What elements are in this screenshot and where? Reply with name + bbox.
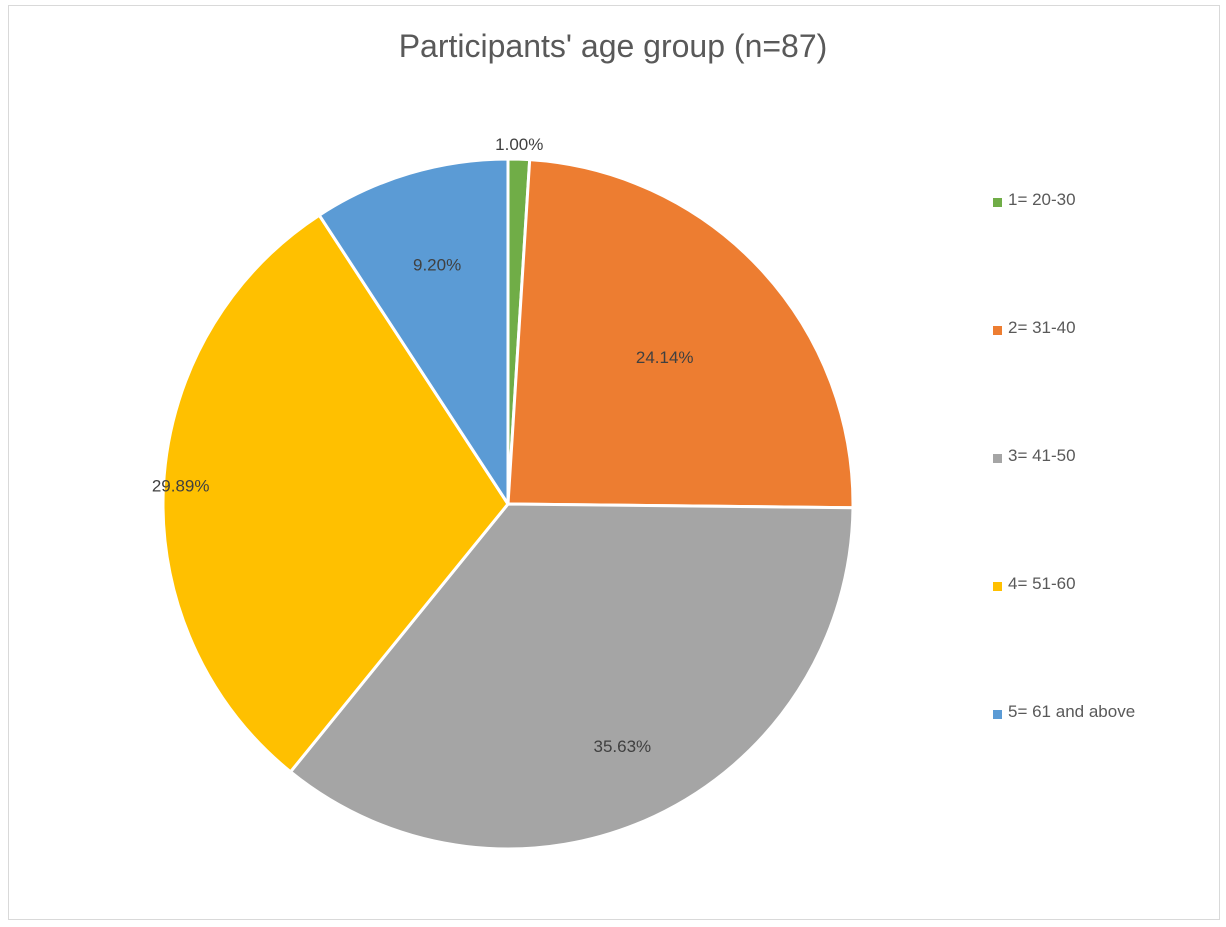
legend-label: 1= 20-30 (1008, 190, 1076, 209)
legend-item-4: 4= 51-60 (993, 574, 1213, 702)
legend-swatch (993, 454, 1002, 463)
pie-slice-4 (161, 213, 510, 774)
legend-item-2: 2= 31-40 (993, 318, 1213, 446)
pie-slice-5 (317, 157, 510, 506)
legend-swatch (993, 710, 1002, 719)
legend-label: 3= 41-50 (1008, 446, 1076, 465)
data-label-1: 1.00% (495, 135, 543, 154)
legend-label: 2= 31-40 (1008, 318, 1076, 337)
data-label-4: 29.89% (152, 477, 210, 496)
legend-item-3: 3= 41-50 (993, 446, 1213, 574)
pie-slice-2 (506, 158, 855, 510)
chart-title: Participants' age group (n=87) (398, 28, 828, 64)
data-label-2: 24.14% (636, 348, 694, 367)
legend-label: 5= 61 and above (1008, 702, 1136, 721)
legend-swatch (993, 582, 1002, 591)
data-label-3: 35.63% (594, 737, 652, 756)
legend-label: 4= 51-60 (1008, 574, 1076, 593)
legend-item-1: 1= 20-30 (993, 190, 1213, 318)
legend-swatch (993, 198, 1002, 207)
legend-item-5: 5= 61 and above (993, 702, 1213, 830)
legend-swatch (993, 326, 1002, 335)
chart-legend: 1= 20-30 2= 31-40 3= 41-50 4= 51-60 5= 61 an… (993, 190, 1213, 830)
pie-slice-3 (289, 502, 855, 851)
data-label-5: 9.20% (413, 255, 461, 274)
